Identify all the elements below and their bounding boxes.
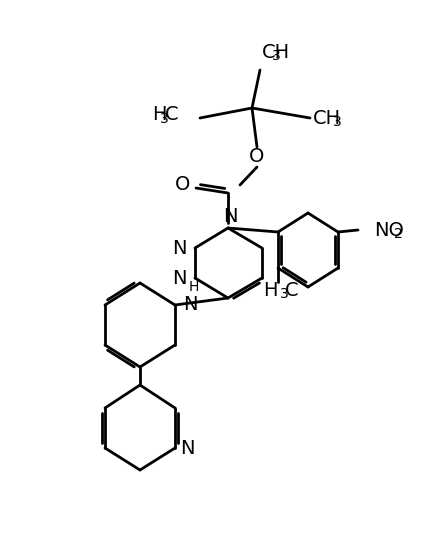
Text: 3: 3: [333, 115, 342, 129]
Text: 3: 3: [160, 112, 169, 126]
Text: CH: CH: [313, 108, 341, 128]
Text: CH: CH: [262, 43, 290, 61]
Text: H: H: [152, 106, 166, 124]
Text: N: N: [180, 439, 194, 457]
Text: C: C: [285, 280, 299, 300]
Text: C: C: [165, 106, 179, 124]
Text: N: N: [173, 269, 187, 288]
Text: 3: 3: [280, 287, 289, 301]
Text: NO: NO: [374, 221, 404, 239]
Text: O: O: [175, 175, 191, 195]
Text: H: H: [264, 280, 278, 300]
Text: N: N: [183, 295, 198, 315]
Text: H: H: [189, 280, 199, 294]
Text: 2: 2: [394, 227, 403, 241]
Text: N: N: [173, 238, 187, 258]
Text: N: N: [223, 207, 237, 226]
Text: 3: 3: [272, 49, 281, 63]
Text: O: O: [249, 148, 264, 166]
